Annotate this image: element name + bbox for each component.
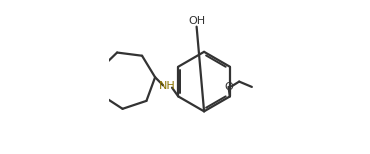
Text: OH: OH	[188, 16, 205, 26]
Text: NH: NH	[159, 81, 176, 91]
Text: O: O	[224, 82, 233, 92]
